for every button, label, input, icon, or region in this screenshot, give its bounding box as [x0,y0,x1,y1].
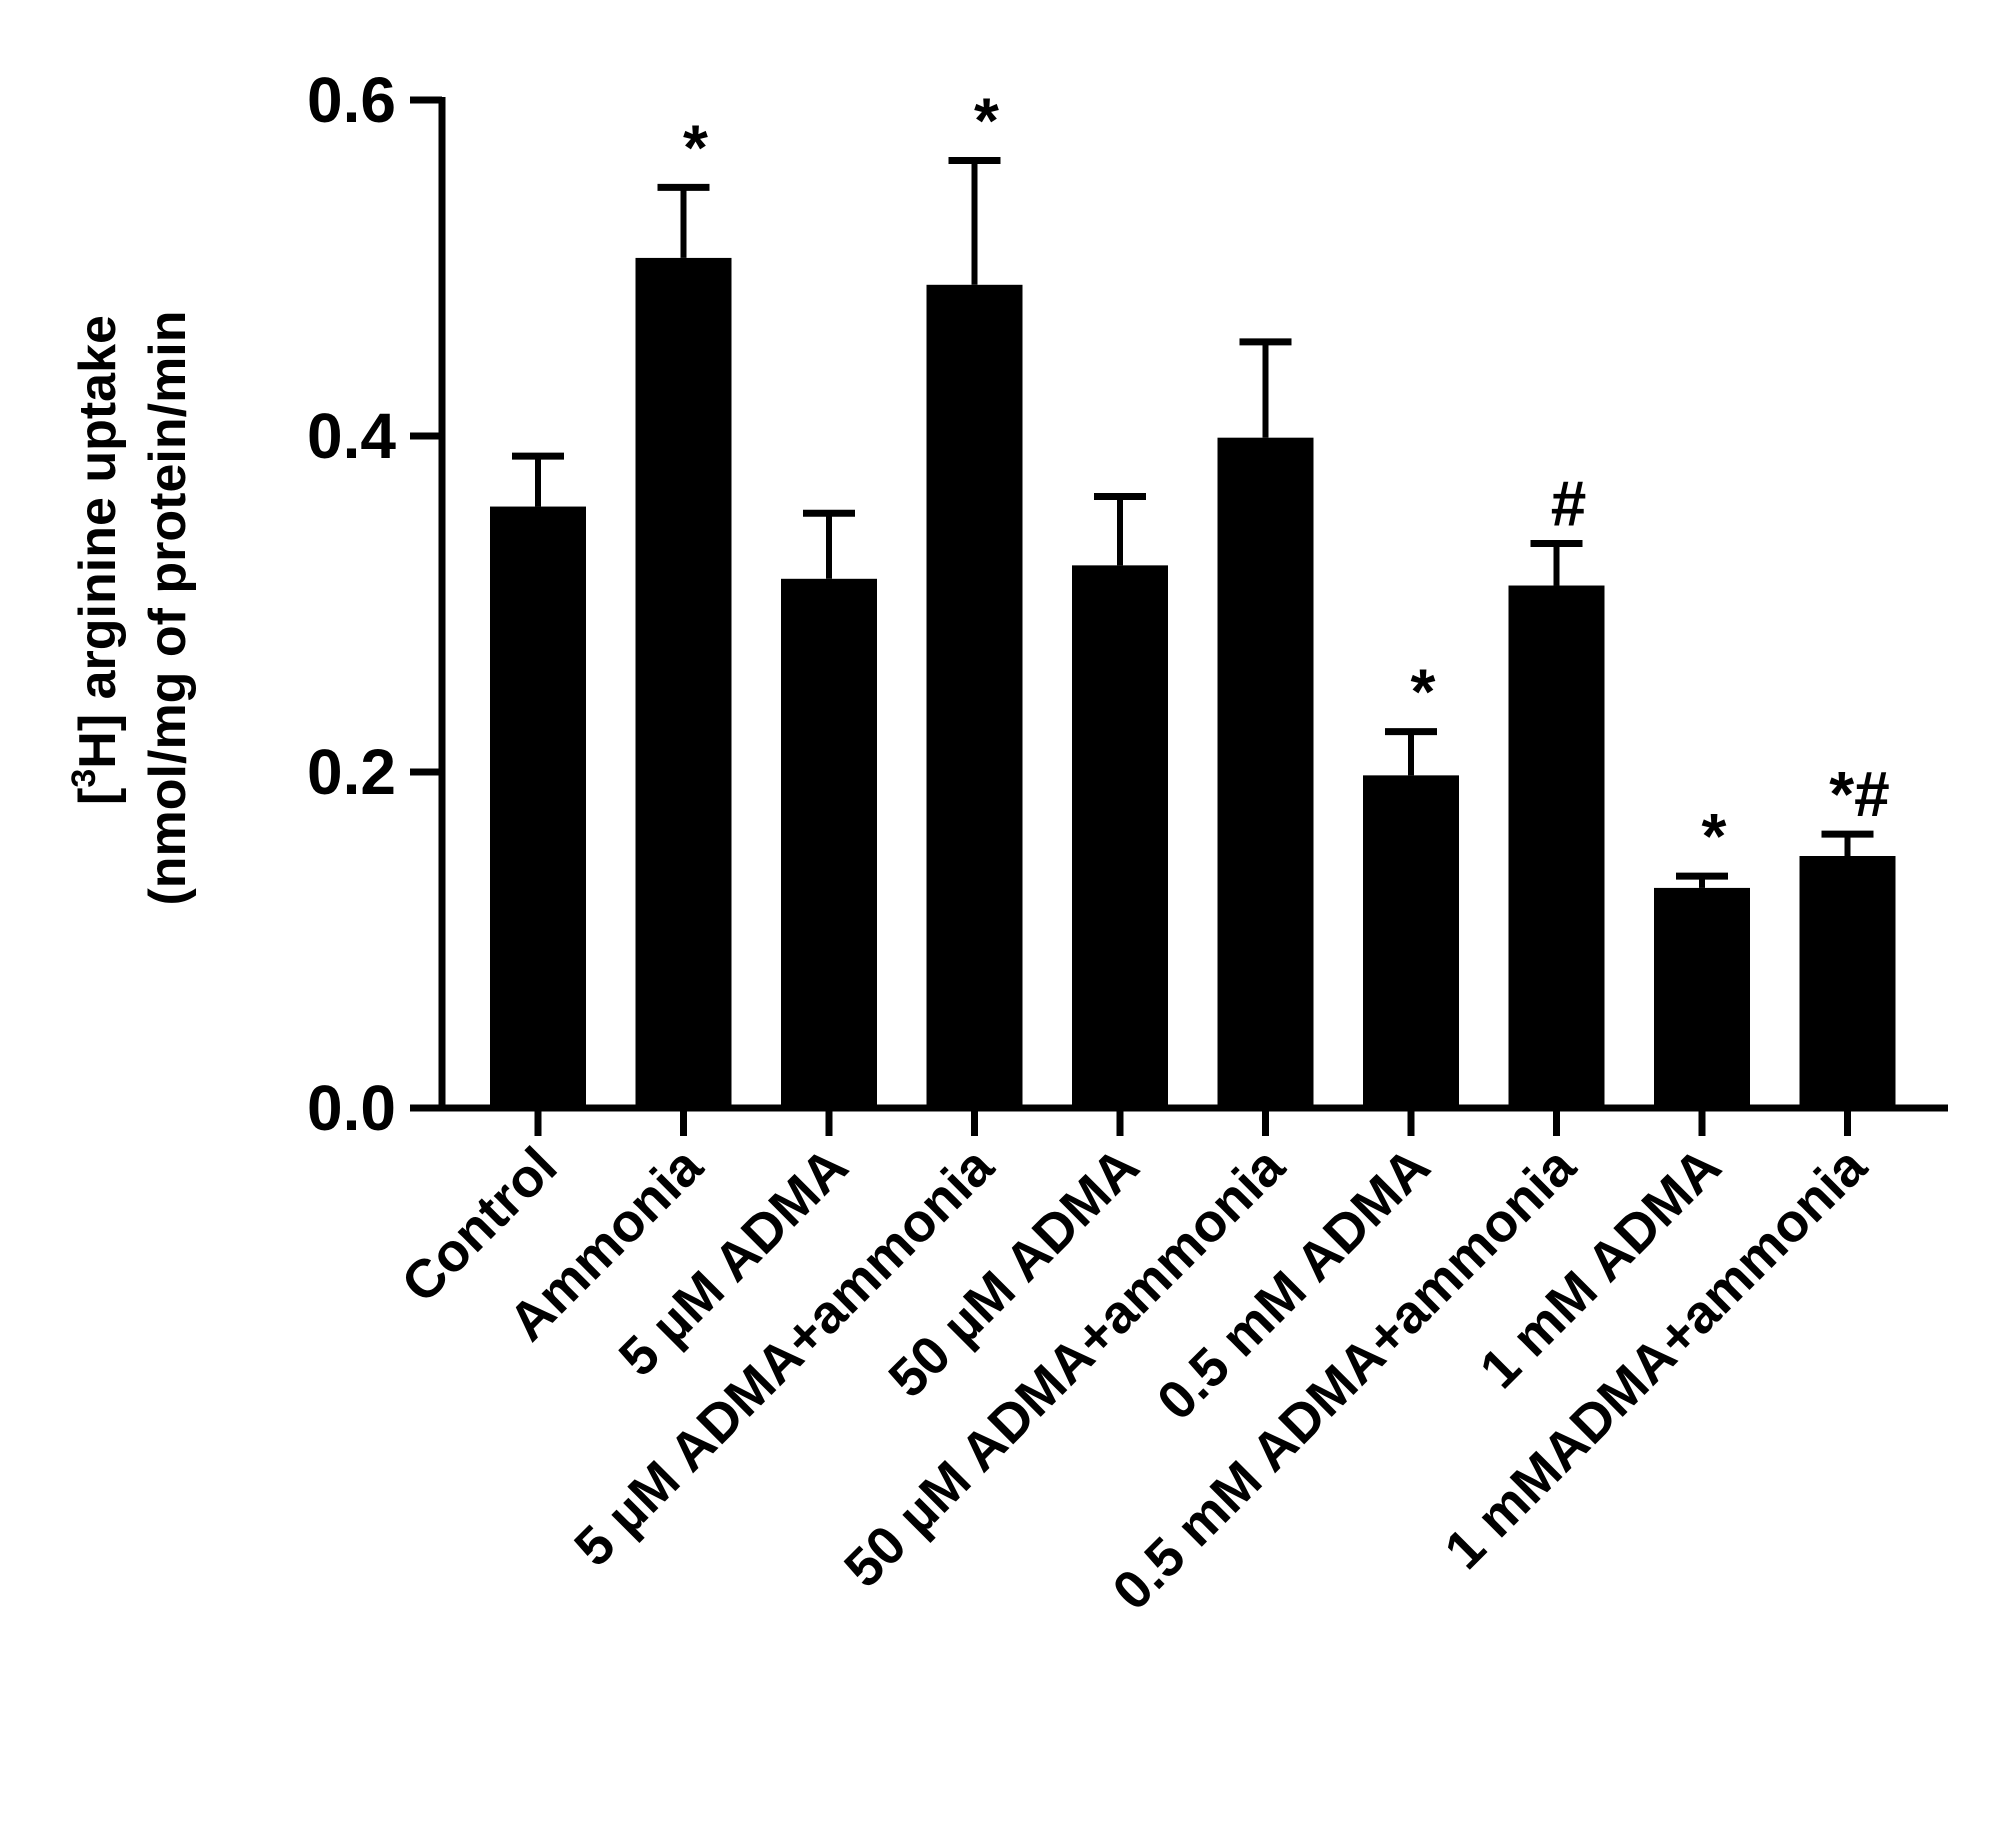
y-axis-title-line1: [3H] arginine uptake [65,315,127,805]
significance-marker: *# [1829,758,1890,830]
y-tick-label: 0.6 [307,64,396,136]
significance-marker: * [1411,656,1436,728]
significance-marker: # [1551,468,1587,540]
bar [926,284,1023,1108]
significance-marker: * [974,84,999,156]
significance-marker: * [1702,800,1727,872]
bar [781,578,877,1108]
significance-marker: * [683,111,708,183]
bar [1654,887,1750,1108]
bars: * **#**# [490,84,1896,1108]
bar [1508,585,1605,1108]
bar [1072,565,1168,1108]
y-axis: 0.0 0.2 0.4 0.6 [307,64,446,1144]
y-axis-title-line2: (nmol/mg of protein/min [139,310,197,905]
bar [1799,856,1896,1108]
bar [490,506,586,1108]
bar [1363,775,1459,1108]
y-tick-label: 0.0 [307,1072,396,1144]
y-tick-label: 0.4 [307,400,396,472]
y-tick-label: 0.2 [307,736,396,808]
bar [1217,437,1314,1108]
y-axis-title: [3H] arginine uptake (nmol/mg of protein… [65,310,197,905]
bar [635,257,732,1108]
x-tick-label: 50 µM ADMA [877,1136,1150,1409]
